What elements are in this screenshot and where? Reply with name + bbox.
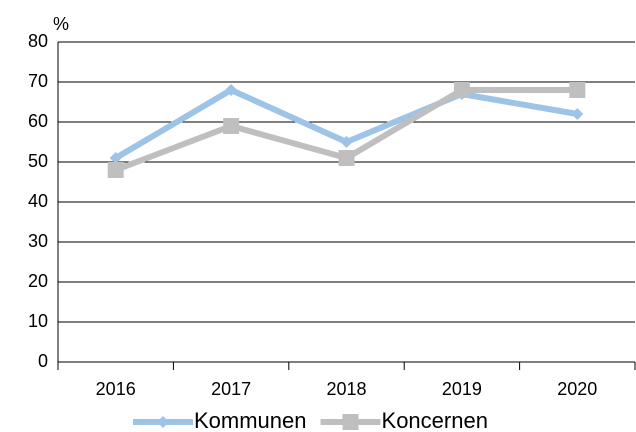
x-tick-label: 2019 bbox=[442, 379, 482, 399]
y-tick-label: 20 bbox=[28, 271, 48, 291]
y-tick-label: 60 bbox=[28, 111, 48, 131]
y-tick-label: 50 bbox=[28, 151, 48, 171]
y-tick-label: 80 bbox=[28, 31, 48, 51]
x-tick-label: 2016 bbox=[96, 379, 136, 399]
data-point bbox=[340, 136, 353, 148]
legend-label: Kommunen bbox=[194, 408, 307, 432]
data-point bbox=[338, 150, 355, 166]
y-tick-label: 30 bbox=[28, 231, 48, 251]
x-tick-label: 2017 bbox=[211, 379, 251, 399]
y-tick-label: 10 bbox=[28, 311, 48, 331]
legend-label: Koncernen bbox=[382, 408, 488, 432]
legend-marker bbox=[342, 414, 359, 430]
y-tick-label: 70 bbox=[28, 71, 48, 91]
data-point bbox=[571, 108, 584, 120]
data-point bbox=[225, 84, 238, 96]
x-tick-label: 2018 bbox=[326, 379, 366, 399]
data-point bbox=[107, 162, 124, 178]
legend-marker bbox=[157, 416, 169, 428]
data-point bbox=[109, 152, 122, 164]
y-tick-label: 40 bbox=[28, 191, 48, 211]
y-tick-label: 0 bbox=[38, 351, 48, 371]
x-tick-label: 2020 bbox=[557, 379, 597, 399]
data-point bbox=[569, 82, 586, 98]
data-point bbox=[223, 118, 240, 134]
legend: Kommunen Koncernen bbox=[133, 408, 488, 432]
y-axis-label: % bbox=[53, 14, 69, 34]
data-point bbox=[453, 82, 470, 98]
